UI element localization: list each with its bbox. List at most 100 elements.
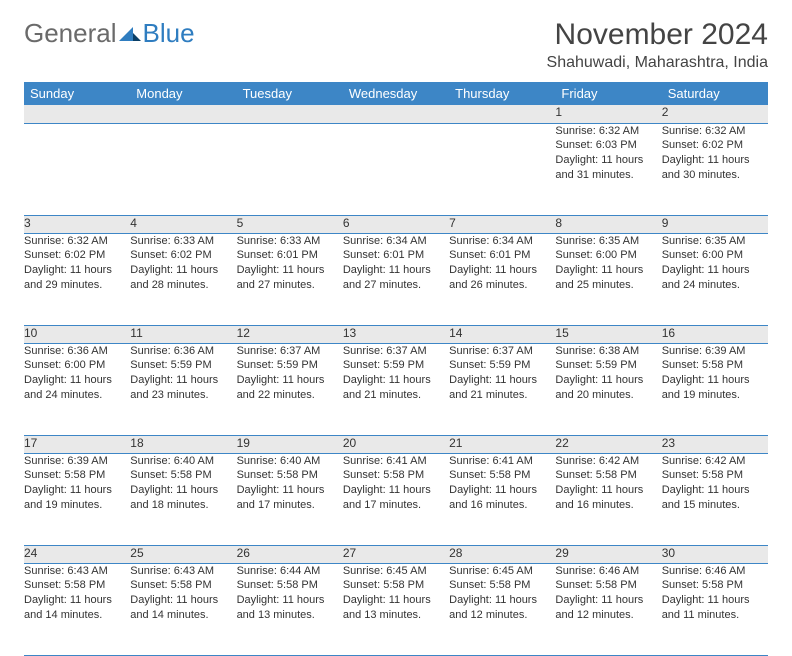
day-detail-cell: Sunrise: 6:40 AMSunset: 5:58 PMDaylight:… (130, 453, 236, 545)
day-number-row: 24252627282930 (24, 545, 768, 563)
sunset-text: Sunset: 6:01 PM (449, 248, 555, 263)
sunrise-text: Sunrise: 6:32 AM (555, 124, 661, 139)
sunrise-text: Sunrise: 6:42 AM (555, 454, 661, 469)
sunrise-text: Sunrise: 6:34 AM (343, 234, 449, 249)
sunrise-text: Sunrise: 6:44 AM (237, 564, 343, 579)
day-number-cell: 7 (449, 215, 555, 233)
day-number-row: 17181920212223 (24, 435, 768, 453)
day-number-cell: 1 (555, 105, 661, 123)
sunset-text: Sunset: 5:59 PM (237, 358, 343, 373)
sunrise-text: Sunrise: 6:43 AM (130, 564, 236, 579)
weekday-header: Friday (555, 82, 661, 105)
daylight-text: Daylight: 11 hours and 21 minutes. (449, 373, 555, 403)
day-detail-cell: Sunrise: 6:35 AMSunset: 6:00 PMDaylight:… (662, 233, 768, 325)
sunrise-text: Sunrise: 6:32 AM (662, 124, 768, 139)
day-detail-row: Sunrise: 6:39 AMSunset: 5:58 PMDaylight:… (24, 453, 768, 545)
day-number-cell: 12 (237, 325, 343, 343)
sunset-text: Sunset: 5:59 PM (449, 358, 555, 373)
sunset-text: Sunset: 5:58 PM (130, 468, 236, 483)
daylight-text: Daylight: 11 hours and 18 minutes. (130, 483, 236, 513)
day-number-cell (343, 105, 449, 123)
weekday-header: Tuesday (237, 82, 343, 105)
sunrise-text: Sunrise: 6:46 AM (555, 564, 661, 579)
sunset-text: Sunset: 5:58 PM (555, 578, 661, 593)
sunset-text: Sunset: 5:58 PM (555, 468, 661, 483)
daylight-text: Daylight: 11 hours and 26 minutes. (449, 263, 555, 293)
day-number-cell (237, 105, 343, 123)
daylight-text: Daylight: 11 hours and 16 minutes. (555, 483, 661, 513)
day-detail-cell: Sunrise: 6:46 AMSunset: 5:58 PMDaylight:… (555, 563, 661, 655)
day-detail-cell: Sunrise: 6:42 AMSunset: 5:58 PMDaylight:… (555, 453, 661, 545)
weekday-header: Sunday (24, 82, 130, 105)
day-detail-cell: Sunrise: 6:45 AMSunset: 5:58 PMDaylight:… (343, 563, 449, 655)
day-number-cell: 11 (130, 325, 236, 343)
day-detail-cell: Sunrise: 6:32 AMSunset: 6:02 PMDaylight:… (24, 233, 130, 325)
sunrise-text: Sunrise: 6:37 AM (237, 344, 343, 359)
month-title: November 2024 (547, 18, 768, 52)
day-detail-cell: Sunrise: 6:35 AMSunset: 6:00 PMDaylight:… (555, 233, 661, 325)
weekday-header: Saturday (662, 82, 768, 105)
sunset-text: Sunset: 5:58 PM (449, 468, 555, 483)
daylight-text: Daylight: 11 hours and 24 minutes. (24, 373, 130, 403)
day-detail-cell: Sunrise: 6:43 AMSunset: 5:58 PMDaylight:… (24, 563, 130, 655)
daylight-text: Daylight: 11 hours and 21 minutes. (343, 373, 449, 403)
sunset-text: Sunset: 5:58 PM (343, 578, 449, 593)
day-detail-cell: Sunrise: 6:45 AMSunset: 5:58 PMDaylight:… (449, 563, 555, 655)
logo-text-blue: Blue (143, 18, 195, 49)
sunrise-text: Sunrise: 6:36 AM (24, 344, 130, 359)
day-number-cell: 27 (343, 545, 449, 563)
daylight-text: Daylight: 11 hours and 12 minutes. (449, 593, 555, 623)
daylight-text: Daylight: 11 hours and 27 minutes. (343, 263, 449, 293)
sunrise-text: Sunrise: 6:39 AM (24, 454, 130, 469)
day-number-cell: 10 (24, 325, 130, 343)
daylight-text: Daylight: 11 hours and 17 minutes. (343, 483, 449, 513)
day-detail-cell (343, 123, 449, 215)
day-detail-cell: Sunrise: 6:37 AMSunset: 5:59 PMDaylight:… (449, 343, 555, 435)
sunset-text: Sunset: 6:00 PM (662, 248, 768, 263)
day-detail-cell: Sunrise: 6:34 AMSunset: 6:01 PMDaylight:… (449, 233, 555, 325)
sunrise-text: Sunrise: 6:35 AM (662, 234, 768, 249)
day-detail-row: Sunrise: 6:36 AMSunset: 6:00 PMDaylight:… (24, 343, 768, 435)
daylight-text: Daylight: 11 hours and 23 minutes. (130, 373, 236, 403)
sunrise-text: Sunrise: 6:37 AM (449, 344, 555, 359)
day-detail-cell: Sunrise: 6:34 AMSunset: 6:01 PMDaylight:… (343, 233, 449, 325)
sunrise-text: Sunrise: 6:35 AM (555, 234, 661, 249)
day-number-cell: 8 (555, 215, 661, 233)
daylight-text: Daylight: 11 hours and 20 minutes. (555, 373, 661, 403)
sunrise-text: Sunrise: 6:39 AM (662, 344, 768, 359)
sunset-text: Sunset: 5:58 PM (449, 578, 555, 593)
day-number-cell: 15 (555, 325, 661, 343)
sunset-text: Sunset: 5:59 PM (130, 358, 236, 373)
sunset-text: Sunset: 5:59 PM (343, 358, 449, 373)
day-detail-cell: Sunrise: 6:39 AMSunset: 5:58 PMDaylight:… (24, 453, 130, 545)
daylight-text: Daylight: 11 hours and 24 minutes. (662, 263, 768, 293)
weekday-header-row: Sunday Monday Tuesday Wednesday Thursday… (24, 82, 768, 105)
day-detail-row: Sunrise: 6:32 AMSunset: 6:03 PMDaylight:… (24, 123, 768, 215)
day-number-cell: 13 (343, 325, 449, 343)
day-detail-cell: Sunrise: 6:33 AMSunset: 6:02 PMDaylight:… (130, 233, 236, 325)
sunset-text: Sunset: 6:02 PM (662, 138, 768, 153)
day-detail-cell: Sunrise: 6:38 AMSunset: 5:59 PMDaylight:… (555, 343, 661, 435)
day-number-row: 10111213141516 (24, 325, 768, 343)
daylight-text: Daylight: 11 hours and 25 minutes. (555, 263, 661, 293)
sunrise-text: Sunrise: 6:45 AM (449, 564, 555, 579)
day-detail-cell: Sunrise: 6:40 AMSunset: 5:58 PMDaylight:… (237, 453, 343, 545)
day-number-cell: 14 (449, 325, 555, 343)
day-number-cell: 21 (449, 435, 555, 453)
sunrise-text: Sunrise: 6:46 AM (662, 564, 768, 579)
day-number-cell: 6 (343, 215, 449, 233)
header: General Blue November 2024 Shahuwadi, Ma… (24, 18, 768, 72)
daylight-text: Daylight: 11 hours and 27 minutes. (237, 263, 343, 293)
sunset-text: Sunset: 5:58 PM (343, 468, 449, 483)
sunrise-text: Sunrise: 6:33 AM (130, 234, 236, 249)
sunset-text: Sunset: 5:58 PM (662, 358, 768, 373)
day-number-row: 3456789 (24, 215, 768, 233)
sunset-text: Sunset: 5:58 PM (24, 578, 130, 593)
day-detail-cell: Sunrise: 6:32 AMSunset: 6:03 PMDaylight:… (555, 123, 661, 215)
day-number-cell: 2 (662, 105, 768, 123)
sunset-text: Sunset: 5:58 PM (237, 578, 343, 593)
daylight-text: Daylight: 11 hours and 22 minutes. (237, 373, 343, 403)
daylight-text: Daylight: 11 hours and 19 minutes. (24, 483, 130, 513)
calendar-table: Sunday Monday Tuesday Wednesday Thursday… (24, 82, 768, 656)
sunrise-text: Sunrise: 6:43 AM (24, 564, 130, 579)
